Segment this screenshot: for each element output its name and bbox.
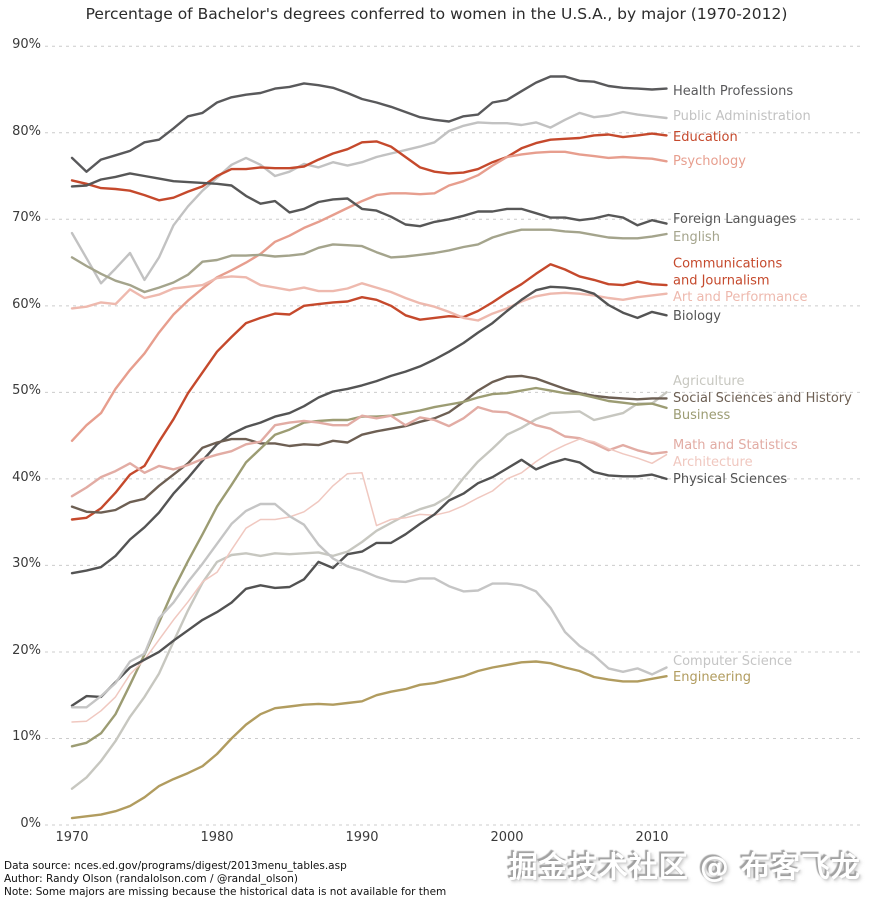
y-tick-label-30: 30% [12,556,41,572]
y-tick-label-90: 90% [12,37,41,53]
series-label-foreign-languages: Foreign Languages [673,211,797,227]
y-tick-label-80: 80% [12,123,41,139]
series-label-communications-and-journalism: Communications and Journalism [673,256,783,289]
series-line-art-and-performance [70,275,668,322]
series-label-math-and-statistics: Math and Statistics [673,437,798,453]
series-line-business [70,386,668,748]
series-line-education [70,132,668,202]
footer-author: Author: Randy Olson (randalolson.com / @… [4,873,299,885]
y-tick-label-10: 10% [12,729,41,745]
series-line-public-administration [70,110,668,285]
x-tick-label-1980: 1980 [200,830,234,845]
series-line-foreign-languages [70,172,668,228]
series-line-physical-sciences [70,457,668,707]
y-tick-label-20: 20% [12,642,41,658]
series-line-architecture [71,438,668,723]
series-label-physical-sciences: Physical Sciences [673,471,788,487]
series-line-communications-and-journalism [70,263,668,521]
series-line-biology [70,285,668,575]
x-tick-label-1970: 1970 [55,830,89,845]
series-label-biology: Biology [673,308,721,324]
series-label-psychology: Psychology [673,153,746,169]
y-tick-label-70: 70% [12,210,41,226]
x-tick-label-2000: 2000 [490,830,524,845]
chart-title: Percentage of Bachelor's degrees conferr… [85,5,788,23]
series-label-agriculture: Agriculture [673,373,745,389]
x-tick-label-1990: 1990 [345,830,379,845]
y-tick-label-0: 0% [20,816,41,831]
footer-note: Note: Some majors are missing because th… [4,886,447,898]
series-label-english: English [673,229,720,245]
y-tick-label-60: 60% [12,296,41,312]
series-line-english [70,228,668,294]
series-line-engineering [70,660,668,820]
series-label-architecture: Architecture [673,454,753,470]
series-label-computer-science: Computer Science [673,653,793,669]
series-label-art-and-performance: Art and Performance [673,289,808,305]
series-label-health-professions: Health Professions [673,83,794,99]
x-tick-label-2010: 2010 [635,830,669,845]
series-line-agriculture [70,391,668,790]
y-tick-label-50: 50% [12,383,41,399]
series-line-social-sciences-and-history [70,374,668,514]
series-label-engineering: Engineering [673,669,751,685]
footer-datasource: Data source: nces.ed.gov/programs/digest… [4,860,347,872]
series-line-math-and-statistics [70,405,668,498]
series-label-public-administration: Public Administration [673,108,811,124]
series-line-health-professions [70,75,668,173]
series-line-psychology [70,150,668,442]
series-label-education: Education [673,129,738,145]
series-label-social-sciences-and-history: Social Sciences and History [673,390,852,406]
series-line-computer-science [70,502,668,709]
watermark: 掘金技术社区 @ 布客飞龙 [508,850,861,884]
series-label-business: Business [673,407,731,423]
y-tick-label-40: 40% [12,469,41,485]
